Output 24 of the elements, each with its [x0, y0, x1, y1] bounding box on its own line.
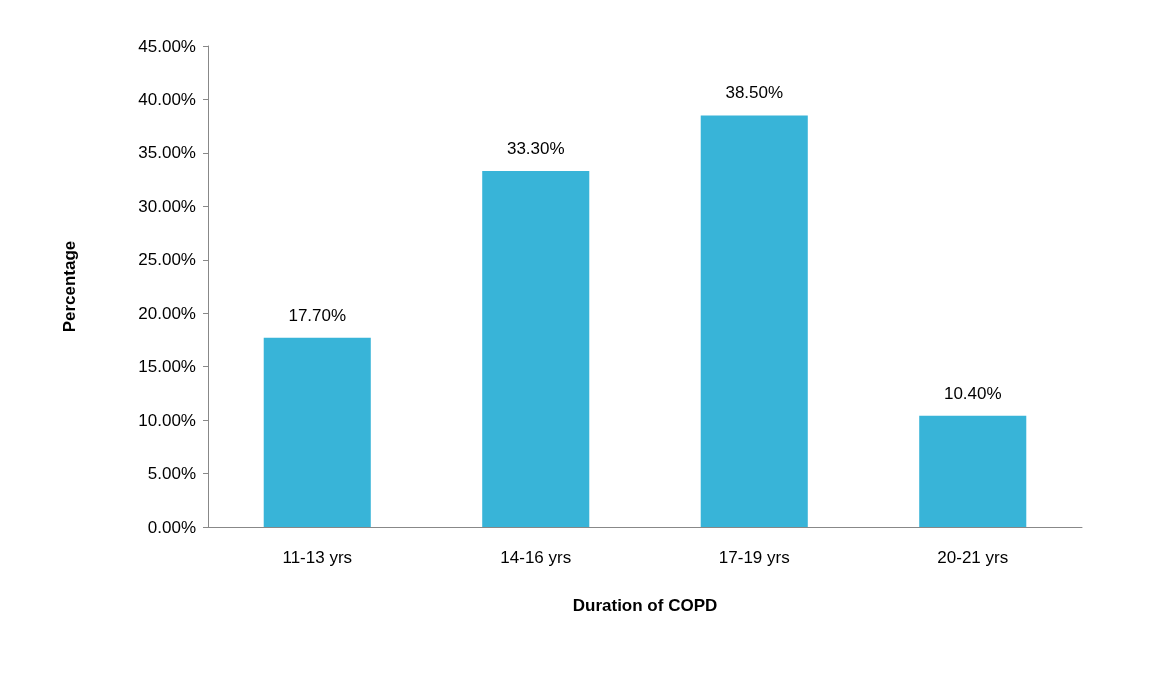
y-tick-label: 15.00%	[138, 357, 196, 377]
x-axis-title: Duration of COPD	[572, 596, 718, 615]
y-tick-label: 40.00%	[138, 89, 196, 109]
bar	[263, 337, 371, 527]
x-tick-label: 17-19 yrs	[718, 548, 790, 567]
y-tick-label: 20.00%	[138, 303, 196, 323]
y-tick-label: 10.00%	[138, 410, 196, 430]
y-tick-label: 5.00%	[147, 464, 196, 484]
data-label: 33.30%	[506, 139, 565, 159]
data-label: 10.40%	[943, 383, 1002, 403]
x-tick-label: 14-16 yrs	[500, 548, 572, 567]
x-tick-label: 20-21 yrs	[937, 548, 1009, 567]
y-tick-label: 35.00%	[138, 143, 196, 163]
y-tick-label: 0.00%	[147, 517, 196, 537]
data-label: 38.50%	[725, 83, 784, 103]
bar	[700, 115, 808, 527]
bar	[482, 171, 590, 527]
y-tick-label: 25.00%	[138, 250, 196, 270]
data-label: 17.70%	[288, 305, 347, 325]
bar	[919, 415, 1027, 527]
y-tick-label: 45.00%	[138, 36, 196, 56]
y-axis-title: Percentage	[60, 240, 79, 333]
y-tick-label: 30.00%	[138, 196, 196, 216]
x-tick-label: 11-13 yrs	[282, 548, 353, 567]
